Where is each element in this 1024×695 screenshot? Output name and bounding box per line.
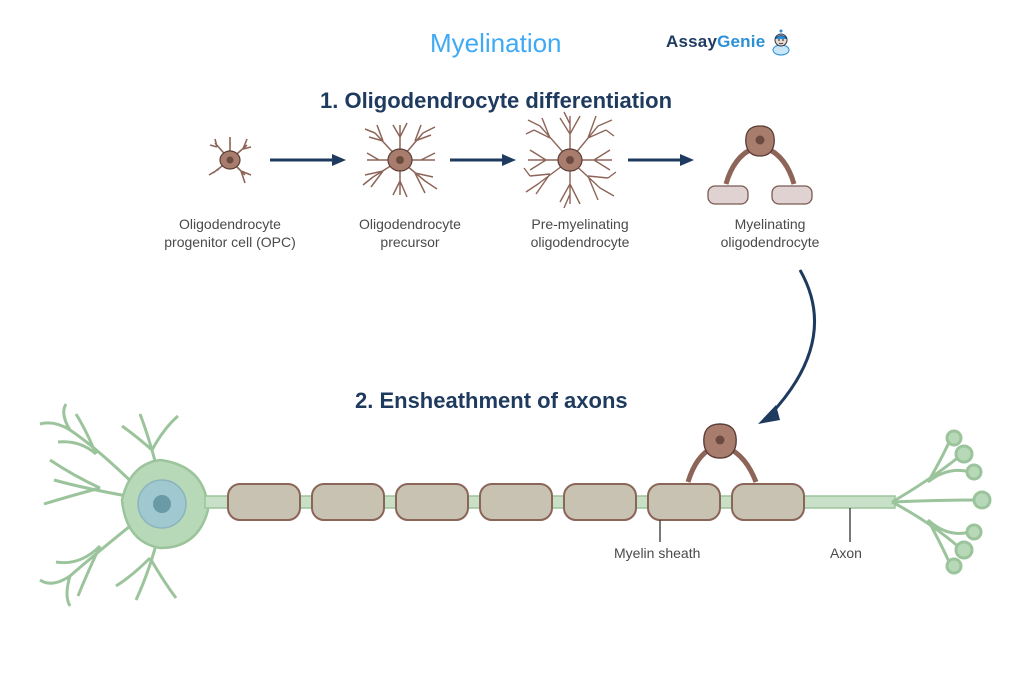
brand-text: AssayGenie bbox=[666, 32, 765, 52]
stage-premyelinating-label: Pre-myelinating oligodendrocyte bbox=[515, 215, 645, 251]
myelin-sheath-label: Myelin sheath bbox=[614, 545, 700, 561]
arrow-1-icon bbox=[270, 150, 350, 170]
brand-logo: AssayGenie bbox=[666, 28, 793, 56]
neuron-diagram bbox=[30, 400, 1000, 660]
stage-precursor-cell bbox=[355, 115, 445, 205]
stage-myelinating-label: Myelinating oligodendrocyte bbox=[705, 215, 835, 251]
stage-premyelin-label-l2: oligodendrocyte bbox=[531, 234, 630, 250]
oligodendrocyte-on-neuron bbox=[688, 424, 756, 482]
stage-opc-label-l1: Oligodendrocyte bbox=[179, 216, 281, 232]
diagram-title: Myelination bbox=[430, 28, 562, 59]
stage-premyelinating-cell bbox=[520, 110, 620, 210]
stage-myelin-label-l1: Myelinating bbox=[735, 216, 806, 232]
axon-label: Axon bbox=[830, 545, 862, 561]
arrow-2-icon bbox=[450, 150, 520, 170]
arrow-3-icon bbox=[628, 150, 698, 170]
stage-opc-label-l2: progenitor cell (OPC) bbox=[164, 234, 296, 250]
brand-text-b: Genie bbox=[717, 32, 765, 51]
stage-precursor-label: Oligodendrocyte precursor bbox=[345, 215, 475, 251]
myelin-sheath-group bbox=[228, 484, 804, 520]
brand-text-a: Assay bbox=[666, 32, 717, 51]
stage-precursor-label-l1: Oligodendrocyte bbox=[359, 216, 461, 232]
stage-opc-label: Oligodendrocyte progenitor cell (OPC) bbox=[155, 215, 305, 251]
stage-myelinating-cell bbox=[700, 120, 820, 210]
stage-opc-cell bbox=[195, 125, 265, 195]
stage-premyelin-label-l1: Pre-myelinating bbox=[531, 216, 628, 232]
genie-icon bbox=[769, 28, 793, 56]
stage-precursor-label-l2: precursor bbox=[380, 234, 439, 250]
stage-myelin-label-l2: oligodendrocyte bbox=[721, 234, 820, 250]
diagram-canvas: Myelination AssayGenie 1. Oligodendrocyt… bbox=[0, 0, 1024, 695]
